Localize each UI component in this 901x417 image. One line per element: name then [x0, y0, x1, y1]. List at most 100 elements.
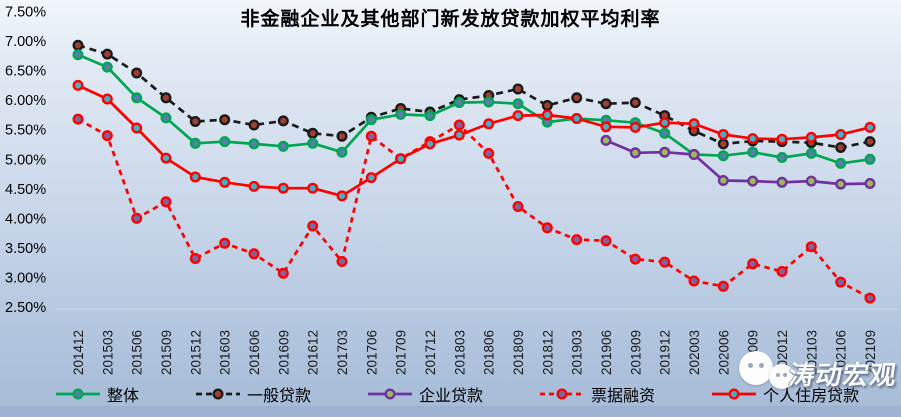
- data-point-bill-financing-201506: [131, 212, 143, 224]
- x-axis-tick-label: 201509: [159, 330, 174, 375]
- data-point-personal-housing-loans-201809: [512, 110, 524, 122]
- series-line-overall: [77, 53, 871, 165]
- data-point-personal-housing-loans-201412: [72, 79, 84, 91]
- data-point-personal-housing-loans-201509: [160, 152, 172, 164]
- data-point-bill-financing-202109: [864, 292, 876, 304]
- data-point-personal-housing-loans-201806: [483, 118, 495, 130]
- data-point-corporate-loans-202106: [835, 178, 847, 190]
- x-axis-tick-label: 201709: [394, 330, 409, 375]
- x-axis-tick-label: 201506: [130, 330, 145, 375]
- data-point-overall-202103: [805, 147, 817, 159]
- y-axis-tick-label: 6.00%: [5, 93, 46, 109]
- data-point-bill-financing-201903: [571, 234, 583, 246]
- data-point-overall-201509: [160, 112, 172, 124]
- series-line-personal-housing-loans: [77, 84, 871, 198]
- legend-item-overall: 整体: [55, 382, 139, 406]
- data-point-personal-housing-loans-201812: [541, 109, 553, 121]
- series-line-corporate-loans: [605, 139, 871, 186]
- data-point-personal-housing-loans-201709: [395, 153, 407, 165]
- data-point-personal-housing-loans-201703: [336, 190, 348, 202]
- data-point-bill-financing-202012: [776, 266, 788, 278]
- data-point-general-loans-202006: [717, 138, 729, 150]
- data-point-bill-financing-201809: [512, 200, 524, 212]
- data-point-bill-financing-202009: [747, 258, 759, 270]
- data-point-general-loans-201506: [131, 67, 143, 79]
- x-axis-tick-label: 202103: [804, 330, 819, 375]
- data-point-personal-housing-loans-201906: [600, 121, 612, 133]
- data-point-overall-201606: [248, 138, 260, 150]
- data-point-bill-financing-201812: [541, 222, 553, 234]
- legend-label-overall: 整体: [107, 388, 140, 405]
- data-point-corporate-loans-202006: [717, 174, 729, 186]
- data-point-bill-financing-201906: [600, 235, 612, 247]
- data-point-bill-financing-201606: [248, 248, 260, 260]
- chart-legend: 整体 一般贷款 企业贷款 票据融资 个人住房贷款: [0, 381, 901, 407]
- data-point-corporate-loans-202003: [688, 148, 700, 160]
- x-axis-tick-label: 201603: [218, 330, 233, 375]
- x-axis-tick-label: 201412: [71, 330, 86, 375]
- x-axis-tick-label: 201512: [188, 330, 203, 375]
- data-point-overall-201706: [365, 114, 377, 126]
- x-axis-tick-label: 201712: [423, 330, 438, 375]
- data-point-overall-202109: [864, 153, 876, 165]
- data-point-corporate-loans-202109: [864, 177, 876, 189]
- x-axis-tick-label: 202012: [775, 330, 790, 375]
- data-point-overall-202006: [717, 150, 729, 162]
- y-axis-tick-label: 3.00%: [5, 270, 46, 286]
- data-point-corporate-loans-201906: [600, 134, 612, 146]
- legend-label-corporate-loans: 企业贷款: [419, 388, 484, 405]
- data-point-general-loans-201612: [307, 127, 319, 139]
- legend-marker-overall: [56, 388, 100, 400]
- data-point-overall-201803: [453, 97, 465, 109]
- data-point-bill-financing-202003: [688, 275, 700, 287]
- legend-marker-personal-housing-loans: [712, 388, 757, 400]
- data-point-personal-housing-loans-202003: [688, 118, 700, 130]
- data-point-overall-202009: [747, 146, 759, 158]
- data-point-general-loans-201503: [101, 48, 113, 60]
- x-axis-tick-label: 201612: [306, 330, 321, 375]
- x-axis-tick-label: 201609: [276, 330, 291, 375]
- data-point-bill-financing-202103: [805, 241, 817, 253]
- data-point-personal-housing-loans-201706: [365, 172, 377, 184]
- data-point-corporate-loans-201909: [629, 147, 641, 159]
- data-point-personal-housing-loans-201603: [219, 176, 231, 188]
- legend-item-bill-financing: 票据融资: [539, 382, 655, 406]
- y-axis-tick-label: 4.00%: [5, 211, 46, 227]
- legend-item-general-loans: 一般贷款: [195, 382, 311, 406]
- data-point-personal-housing-loans-201609: [277, 182, 289, 194]
- data-point-overall-201703: [336, 146, 348, 158]
- data-point-overall-201612: [307, 137, 319, 149]
- data-point-general-loans-201603: [219, 114, 231, 126]
- data-point-personal-housing-loans-201909: [629, 121, 641, 133]
- data-point-bill-financing-202006: [717, 280, 729, 292]
- data-point-bill-financing-201912: [659, 256, 671, 268]
- data-point-overall-201512: [189, 137, 201, 149]
- data-point-bill-financing-202106: [835, 276, 847, 288]
- data-point-bill-financing-201503: [101, 130, 113, 142]
- data-point-general-loans-202109: [864, 136, 876, 148]
- legend-label-bill-financing: 票据融资: [591, 388, 656, 405]
- data-point-corporate-loans-201912: [659, 146, 671, 158]
- x-axis-tick-label: 201706: [364, 330, 379, 375]
- series-line-general-loans: [77, 44, 871, 149]
- data-point-general-loans-201809: [512, 83, 524, 95]
- data-point-overall-201412: [72, 49, 84, 61]
- legend-marker-bill-financing: [540, 388, 585, 400]
- data-point-bill-financing-201612: [307, 220, 319, 232]
- data-point-general-loans-202106: [835, 141, 847, 153]
- data-point-bill-financing-201603: [219, 237, 231, 249]
- y-axis-tick-label: 4.50%: [5, 182, 46, 198]
- data-point-bill-financing-201706: [365, 130, 377, 142]
- data-point-personal-housing-loans-201903: [571, 112, 583, 124]
- legend-label-personal-housing-loans: 个人住房贷款: [763, 388, 860, 405]
- data-point-general-loans-201512: [189, 115, 201, 127]
- data-point-bill-financing-201512: [189, 252, 201, 264]
- data-point-corporate-loans-202012: [776, 176, 788, 188]
- data-point-personal-housing-loans-201912: [659, 117, 671, 129]
- legend-item-personal-housing-loans: 个人住房贷款: [711, 382, 859, 406]
- data-point-personal-housing-loans-201606: [248, 180, 260, 192]
- data-point-general-loans-201909: [629, 97, 641, 109]
- data-point-bill-financing-201803: [453, 119, 465, 131]
- x-axis-tick-label: 201812: [540, 330, 555, 375]
- data-point-general-loans-201609: [277, 115, 289, 127]
